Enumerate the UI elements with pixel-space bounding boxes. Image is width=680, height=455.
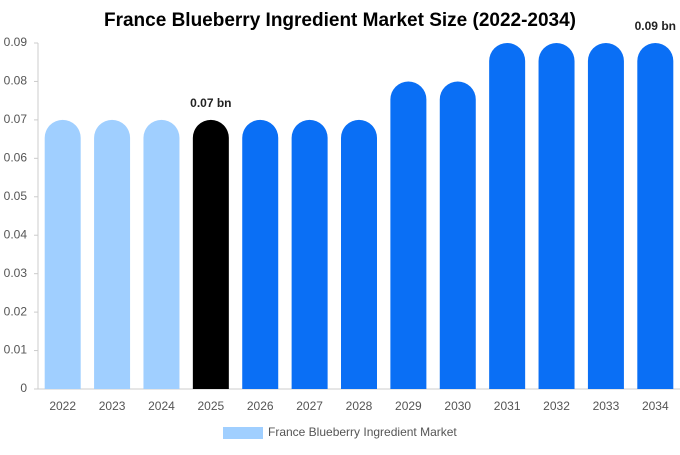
bar (242, 119, 279, 389)
bar (192, 119, 229, 389)
y-tick-label: 0 (20, 381, 27, 395)
bar (637, 43, 674, 389)
y-tick-label: 0.02 (4, 304, 28, 318)
value-label: 0.07 bn (190, 96, 231, 110)
y-tick-label: 0.01 (4, 343, 28, 357)
bar (439, 81, 476, 389)
x-tick-label: 2028 (346, 399, 373, 413)
x-tick-label: 2026 (247, 399, 274, 413)
x-tick-label: 2024 (148, 399, 175, 413)
y-tick-label: 0.06 (4, 151, 28, 165)
bar (390, 81, 427, 389)
x-tick-label: 2023 (99, 399, 126, 413)
legend-swatch (223, 427, 263, 439)
chart-title: France Blueberry Ingredient Market Size … (104, 10, 576, 31)
x-tick-label: 2022 (49, 399, 76, 413)
bar (587, 43, 624, 389)
y-tick-label: 0.05 (4, 189, 28, 203)
x-tick-label: 2030 (444, 399, 471, 413)
x-tick-label: 2033 (593, 399, 620, 413)
bar (94, 119, 131, 389)
y-tick-label: 0.08 (4, 74, 28, 88)
value-label: 0.09 bn (635, 19, 676, 33)
bar (143, 119, 180, 389)
y-tick-label: 0.07 (4, 112, 28, 126)
x-tick-label: 2032 (543, 399, 570, 413)
x-tick-label: 2025 (197, 399, 224, 413)
y-tick-label: 0.03 (4, 266, 28, 280)
y-tick-label: 0.04 (4, 227, 28, 241)
x-tick-label: 2027 (296, 399, 323, 413)
x-tick-label: 2029 (395, 399, 422, 413)
x-tick-label: 2034 (642, 399, 669, 413)
bar (291, 119, 328, 389)
bar (538, 43, 575, 389)
legend-label: France Blueberry Ingredient Market (268, 425, 457, 439)
x-tick-label: 2031 (494, 399, 521, 413)
bar (44, 119, 81, 389)
bar (341, 119, 377, 389)
y-tick-label: 0.09 (4, 35, 28, 49)
bar (489, 42, 526, 389)
